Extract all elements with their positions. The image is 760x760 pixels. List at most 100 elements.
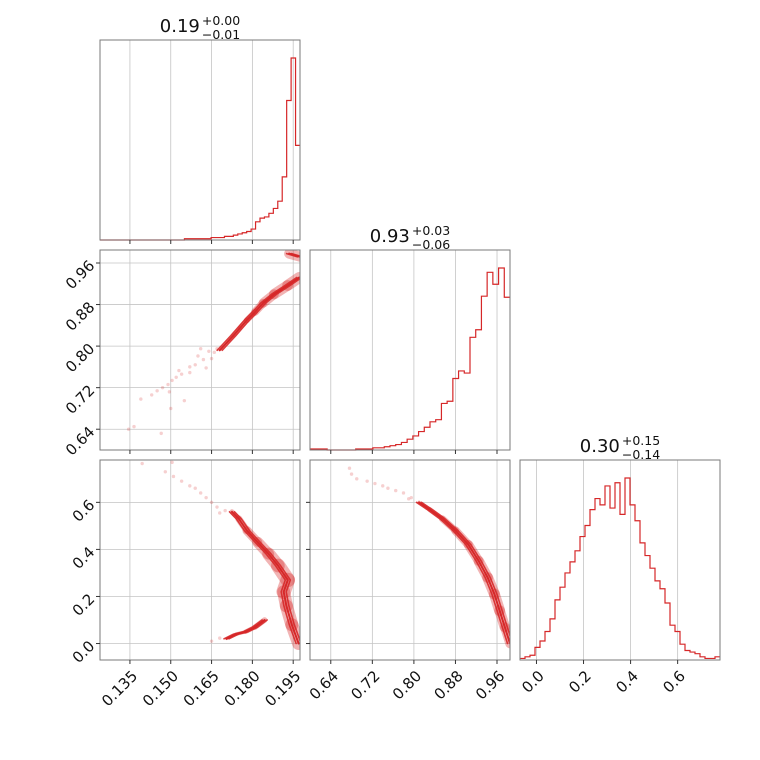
scatter-point: [188, 370, 192, 375]
scatter-point: [169, 406, 173, 411]
panel-title-0: 0.19 +0.00: [160, 13, 240, 37]
scatter-point: [160, 385, 165, 390]
scatter-point: [347, 466, 352, 470]
scatter-point: [407, 497, 411, 501]
title-minus: −0.01: [202, 27, 240, 42]
title-minus: −0.14: [622, 447, 660, 462]
density-ridge-contour-mid: [231, 510, 300, 645]
scatter-point: [207, 349, 211, 353]
x-tick-label: 0.2: [565, 667, 595, 697]
x-tick-label: 0.4: [612, 667, 642, 697]
density-ridge-contour-outer: [415, 501, 509, 645]
scatter-point: [349, 472, 354, 476]
scatter-point: [381, 484, 385, 488]
density-ridge-contour-inner: [221, 277, 300, 352]
scatter-point: [373, 481, 377, 486]
y-tick-label: 0.64: [62, 423, 98, 459]
title-plus: +0.00: [202, 13, 240, 28]
scatter-point: [159, 431, 163, 436]
panel-frame-1-1: [309, 249, 511, 451]
scatter-point: [365, 479, 369, 483]
scatter-point: [171, 474, 176, 479]
scatter-point: [174, 375, 178, 379]
y-tick-label: 0.4: [69, 543, 99, 573]
title-value: 0.30: [580, 436, 620, 457]
x-tick-label: 0.96: [472, 667, 508, 703]
x-tick-label: 0.150: [139, 667, 182, 710]
scatter-point: [215, 505, 219, 509]
y-tick-label: 0.72: [62, 381, 98, 417]
title-plus: +0.03: [412, 223, 450, 238]
density-panel-0-2: [140, 460, 300, 651]
scatter-point: [150, 393, 154, 397]
density-panel-0-1: [126, 250, 300, 436]
scatter-point: [163, 470, 168, 474]
density-ridge-contour-inner: [233, 511, 300, 643]
density-ridge-contour-mid: [418, 501, 510, 645]
y-tick-label: 0.6: [69, 496, 99, 526]
panel-frame-2-1: [309, 459, 511, 661]
title-value: 0.19: [160, 16, 200, 37]
scatter-point: [166, 382, 170, 387]
density-ridge-contour-outer: [228, 511, 297, 645]
histogram-2: [520, 477, 720, 660]
scatter-point: [188, 365, 192, 369]
scatter-point: [209, 500, 214, 505]
title-plus: +0.15: [622, 433, 660, 448]
x-tick-label: 0.80: [389, 667, 425, 703]
x-tick-label: 0.195: [261, 667, 304, 710]
y-tick-label: 0.80: [62, 340, 98, 376]
scatter-point: [170, 460, 174, 465]
x-tick-label: 0.135: [98, 667, 141, 710]
panel-title-1: 0.93 +0.03: [370, 223, 450, 247]
x-tick-label: 0.72: [347, 667, 383, 703]
scatter-point: [409, 495, 413, 500]
scatter-point: [188, 484, 192, 488]
scatter-point: [126, 427, 131, 431]
density-panel-1-2: [347, 466, 510, 649]
scatter-point: [401, 491, 406, 495]
density-ridge-contour-inner: [420, 501, 510, 639]
scatter-point: [212, 350, 216, 355]
scatter-point: [204, 366, 208, 370]
x-tick-label: 0.180: [221, 667, 264, 710]
scatter-point: [198, 491, 203, 495]
scatter-point: [394, 488, 398, 493]
scatter-point: [170, 378, 174, 383]
panel-frame-2-2: [519, 459, 721, 661]
title-minus: −0.06: [412, 237, 450, 252]
panel-frame-0-0: [99, 39, 301, 241]
scatter-point: [196, 354, 200, 358]
x-tick-label: 0.6: [659, 667, 689, 697]
density-tail-contour-inner: [228, 619, 268, 640]
scatter-point: [386, 486, 390, 490]
y-tick-label: 0.96: [62, 257, 98, 293]
scatter-point: [140, 461, 144, 466]
scatter-point: [177, 368, 181, 373]
scatter-point: [179, 372, 184, 376]
density-upper-contour-inner: [290, 252, 300, 257]
density-ridge-contour-outer: [216, 276, 298, 352]
scatter-point: [218, 511, 222, 515]
scatter-point: [155, 389, 159, 393]
x-tick-label: 0.165: [180, 667, 223, 710]
x-tick-label: 0.88: [430, 667, 466, 703]
y-tick-label: 0.0: [69, 637, 99, 667]
density-ridge-contour-mid: [218, 276, 300, 352]
scatter-point: [218, 636, 222, 640]
panel-frame-1-0: [99, 249, 301, 451]
scatter-point: [179, 479, 184, 483]
panel-title-2: 0.30 +0.15: [580, 433, 660, 457]
x-tick-label: 0.0: [518, 667, 548, 697]
scatter-point: [193, 486, 197, 490]
histogram-1: [310, 267, 510, 451]
y-tick-label: 0.2: [69, 590, 99, 620]
scatter-point: [193, 363, 197, 367]
y-tick-label: 0.88: [62, 298, 98, 334]
scatter-point: [209, 356, 214, 361]
scatter-point: [198, 347, 203, 351]
scatter-point: [167, 390, 172, 394]
x-tick-label: 0.64: [306, 667, 342, 703]
scatter-point: [139, 397, 143, 401]
